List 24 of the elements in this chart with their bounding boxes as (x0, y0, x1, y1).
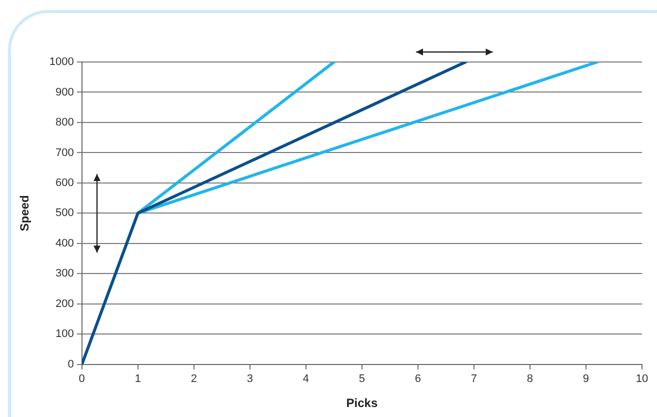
x-tick-label: 6 (414, 373, 422, 386)
y-tick-label: 900 (56, 86, 74, 98)
y-tick-label: 200 (56, 298, 74, 310)
x-axis-title: Picks (346, 396, 378, 410)
x-tick-label: 3 (246, 373, 253, 386)
y-tick-label: 700 (56, 146, 74, 159)
x-tick-label: 5 (358, 373, 365, 386)
x-tick-label: 0 (78, 373, 85, 386)
x-tick-label: 10 (636, 373, 648, 386)
y-tick-label: 800 (56, 116, 74, 129)
x-tick-label: 4 (302, 373, 309, 386)
y-tick-label: 400 (56, 237, 74, 250)
x-tick-label: 7 (470, 373, 478, 386)
y-tick-label: 0 (68, 358, 74, 370)
y-tick-label: 100 (56, 328, 74, 340)
y-axis-title: Speed (18, 195, 32, 232)
y-tick-label: 500 (56, 207, 74, 220)
y-tick-label: 600 (56, 176, 74, 189)
x-tick-label: 2 (190, 373, 197, 386)
x-tick-label: 1 (134, 373, 141, 386)
y-tick-label: 300 (56, 268, 74, 280)
y-tick-label: 1000 (49, 56, 74, 68)
x-tick-label: 9 (582, 373, 590, 386)
x-tick-label: 8 (526, 373, 534, 386)
